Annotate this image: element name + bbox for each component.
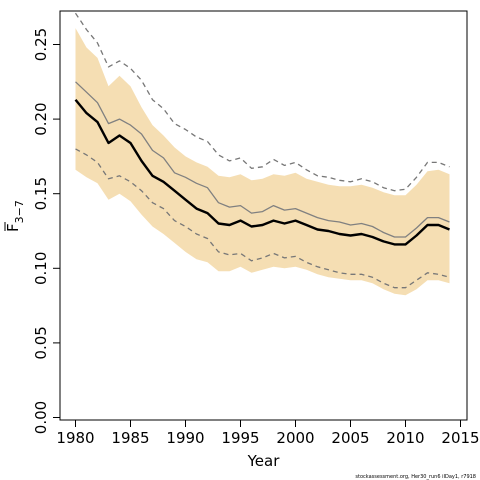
y-axis-title-sub: 3−7 — [13, 200, 26, 223]
plot-frame — [59, 10, 468, 421]
x-tick-label-2015: 2015 — [441, 429, 479, 447]
band-area — [75, 28, 450, 296]
y-axis: 0.00 0.05 0.10 0.15 0.20 0.25 — [32, 28, 60, 434]
x-axis: 1980 1985 1990 1995 2000 2005 2010 2015 — [56, 420, 480, 447]
y-tick-label-0.10: 0.10 — [32, 252, 50, 285]
x-tick-label-1995: 1995 — [221, 429, 259, 447]
y-tick-label-0.00: 0.00 — [32, 401, 50, 434]
x-axis-title: Year — [247, 452, 281, 470]
y-axis-title-text: F3−7 — [4, 200, 26, 232]
y-tick-label-0.25: 0.25 — [32, 28, 50, 61]
x-tick-label-2010: 2010 — [386, 429, 424, 447]
x-tick-label-2005: 2005 — [331, 429, 369, 447]
x-tick-label-1985: 1985 — [111, 429, 149, 447]
confidence-band — [75, 28, 450, 296]
x-tick-label-1980: 1980 — [56, 429, 94, 447]
y-tick-label-0.05: 0.05 — [32, 326, 50, 359]
series-line-lower-dashed — [75, 148, 450, 289]
series-line-upper-dashed — [74, 12, 450, 192]
y-axis-title-main: F — [4, 223, 22, 232]
series-line-upper-grey — [75, 81, 450, 238]
credit-text: stockassessment.org, Her30_run6 iIDay1, … — [355, 474, 476, 480]
x-tick-label-2000: 2000 — [276, 429, 314, 447]
series-lines — [74, 12, 450, 289]
y-tick-label-0.20: 0.20 — [32, 102, 50, 135]
y-tick-label-0.15: 0.15 — [32, 177, 50, 210]
x-tick-label-1990: 1990 — [166, 429, 204, 447]
series-line-median — [74, 98, 450, 246]
y-axis-title: F3−7 — [4, 200, 26, 232]
